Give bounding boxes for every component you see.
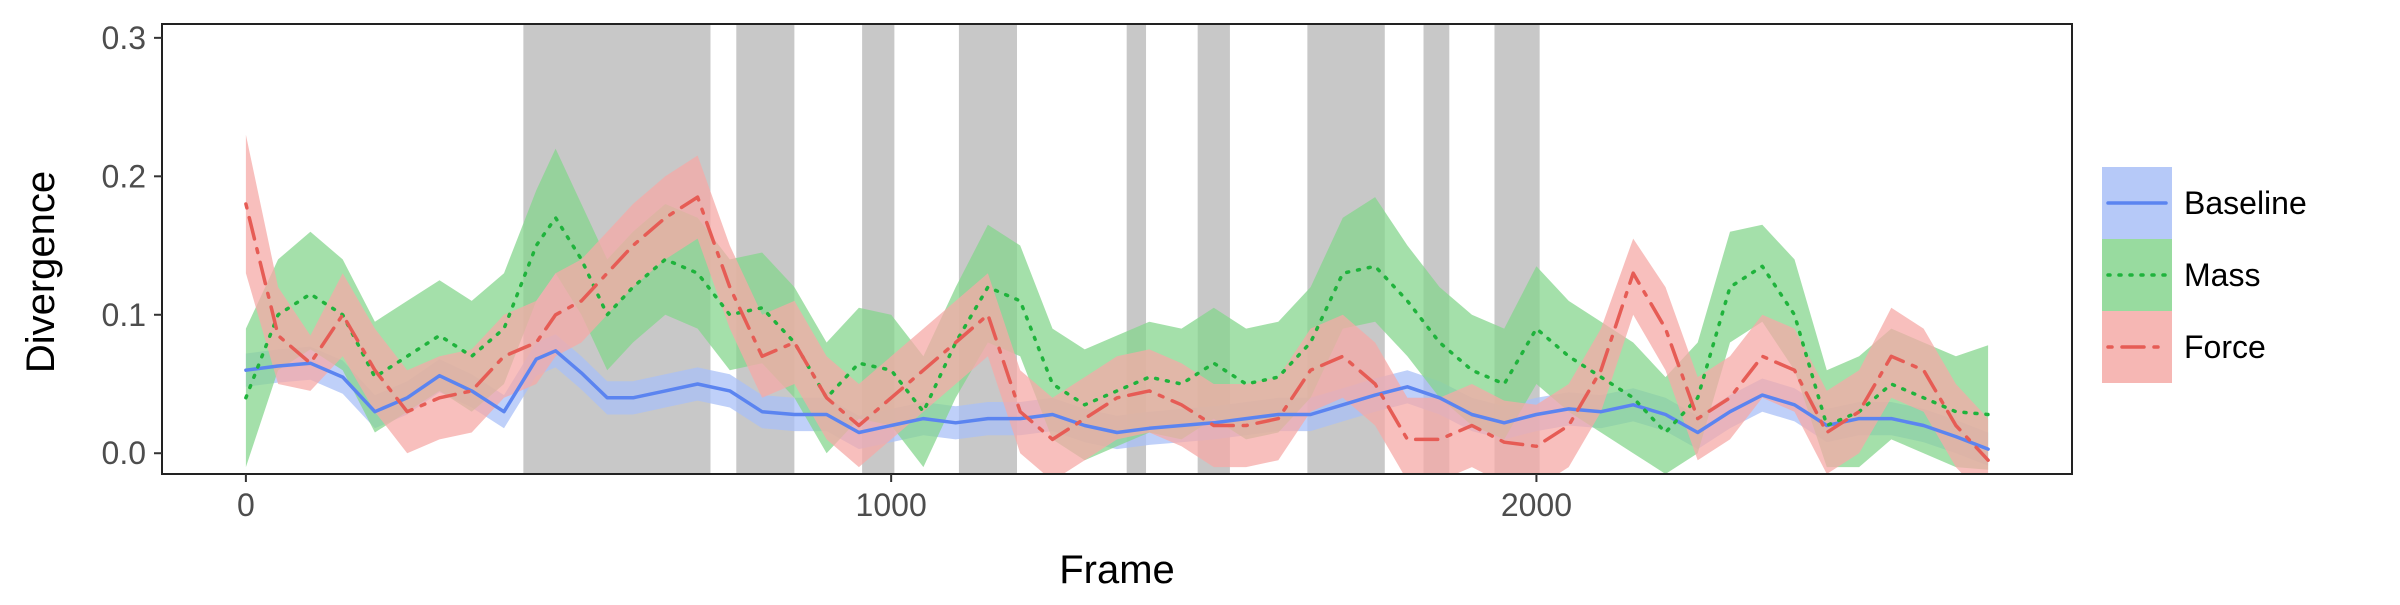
baseline-line bbox=[244, 349, 1990, 451]
legend-item-force: Force bbox=[2102, 311, 2266, 383]
plot-frame bbox=[161, 23, 2073, 475]
y-axis-title: Divergence bbox=[19, 171, 63, 373]
x-axis-title: Frame bbox=[1059, 548, 1175, 592]
legend-item-mass: Mass bbox=[2102, 239, 2260, 311]
x-tick-label: 1000 bbox=[856, 487, 927, 523]
y-tick-label: 0.1 bbox=[102, 297, 146, 333]
axes: 0 1000 2000 0.0 0.1 0.2 0.3 bbox=[102, 20, 1573, 523]
legend-label-mass: Mass bbox=[2184, 257, 2260, 293]
series-lines bbox=[244, 195, 1990, 462]
force-line bbox=[244, 195, 1990, 462]
legend-label-baseline: Baseline bbox=[2184, 185, 2307, 221]
legend: Baseline Mass Force bbox=[2102, 167, 2307, 383]
y-tick-label: 0.0 bbox=[102, 435, 146, 471]
legend-item-baseline: Baseline bbox=[2102, 167, 2307, 239]
panel-border bbox=[161, 23, 2073, 475]
legend-key-mass bbox=[2102, 239, 2172, 311]
x-tick-label: 2000 bbox=[1501, 487, 1572, 523]
x-tick-label: 0 bbox=[237, 487, 255, 523]
force-ribbon bbox=[245, 134, 1989, 474]
y-tick-label: 0.2 bbox=[102, 158, 146, 194]
legend-label-force: Force bbox=[2184, 329, 2266, 365]
y-tick-label: 0.3 bbox=[102, 20, 146, 56]
confidence-ribbons bbox=[245, 134, 1989, 474]
